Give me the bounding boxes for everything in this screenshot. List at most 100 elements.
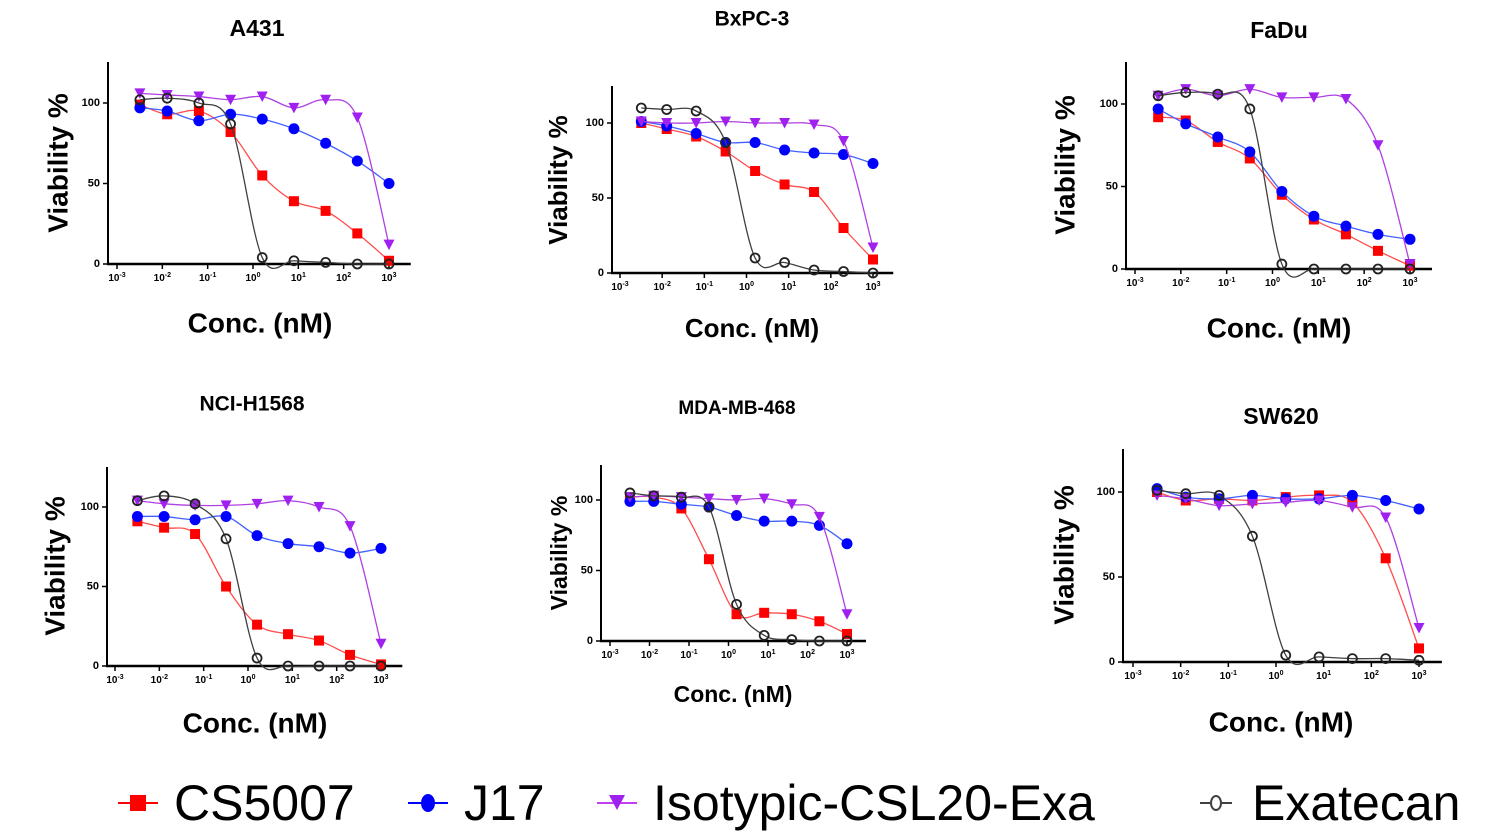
legend-item-isotypic: Isotypic-CSL20-Exa [597,768,1095,838]
y-tick-label: 50 [87,580,99,592]
data-point-cs5007 [376,659,386,670]
data-point-exatecan [161,92,173,104]
data-point-exatecan [731,598,742,610]
data-point-exatecan [690,105,702,117]
x-tick-label: 10-2 [1172,670,1189,682]
data-point-exatecan [1213,489,1225,501]
x-tick-label: 10-1 [696,281,713,293]
data-point-isotypic-csl20-exa [225,94,237,106]
data-point-cs5007 [786,609,797,620]
y-tick-label: 0 [1112,263,1118,275]
fit-curve-isotypic-csl20-exa [1157,494,1420,629]
data-point-exatecan [648,490,660,502]
x-tick-label: 101 [1316,670,1331,682]
legend-item-exatecan: Exatecan [1196,768,1460,838]
data-point-isotypic-csl20-exa [758,493,770,505]
x-tick-label: 10-2 [1172,277,1189,289]
data-point-j17 [1372,228,1384,240]
x-tick-label: 102 [1364,670,1379,682]
data-point-exatecan [779,257,790,268]
y-tick-label: 0 [93,660,99,672]
y-axis-label: Viability % [1049,95,1080,235]
x-tick-label: 103 [1411,670,1426,682]
data-point-cs5007 [221,581,232,592]
y-tick-label: 50 [581,564,593,576]
data-point-cs5007 [190,529,201,540]
data-point-cs5007 [731,609,742,620]
data-point-j17 [1180,118,1192,130]
y-tick-label: 0 [598,267,604,279]
x-axis-label: Conc. (nM) [674,681,793,707]
legend-label: Exatecan [1252,775,1461,831]
fit-curve-exatecan [629,492,848,642]
fit-curve-exatecan [1158,91,1410,278]
data-point-cs5007 [759,607,770,618]
x-tick-label: 103 [381,272,396,284]
data-point-j17 [220,511,232,523]
x-tick-label: 10-2 [653,281,670,293]
data-point-j17 [351,155,363,167]
data-point-cs5007 [838,223,849,233]
data-point-isotypic-csl20-exa [1213,500,1225,512]
data-point-exatecan [808,264,820,276]
x-tick-label: 103 [865,281,880,293]
data-point-cs5007 [283,629,294,640]
data-point-isotypic-csl20-exa [1346,502,1358,513]
data-point-exatecan [320,256,332,268]
data-point-isotypic-csl20-exa [1340,94,1352,105]
data-point-isotypic-csl20-exa [161,89,173,101]
data-point-j17 [808,147,820,159]
data-point-isotypic-csl20-exa [1246,498,1258,510]
data-point-exatecan [1346,653,1358,664]
data-point-exatecan [344,660,356,672]
data-point-isotypic-csl20-exa [256,91,268,103]
data-point-isotypic-csl20-exa [1380,512,1392,523]
data-point-cs5007 [352,228,363,239]
data-point-exatecan [251,652,263,664]
panel-title: FaDu [1250,17,1308,43]
data-point-cs5007 [384,255,394,266]
data-point-cs5007 [1153,112,1164,123]
data-point-exatecan [1152,90,1164,102]
data-point-exatecan [624,487,636,499]
data-point-isotypic-csl20-exa [251,498,263,510]
x-tick-label: 10-3 [106,674,123,686]
x-tick-label: 102 [800,649,815,661]
data-point-isotypic-csl20-exa [867,242,879,253]
fit-curve-cs5007 [1156,491,1420,649]
data-point-cs5007 [868,254,878,265]
x-tick-label: 10-1 [1218,277,1235,289]
data-point-cs5007 [1380,553,1391,564]
data-point-isotypic-csl20-exa [731,495,743,506]
data-point-cs5007 [750,166,761,176]
fit-curve-j17 [1157,108,1411,240]
x-tick-label: 10-3 [601,649,618,661]
data-point-cs5007 [159,522,170,533]
x-tick-label: 100 [1265,277,1280,289]
data-point-cs5007 [1372,245,1383,256]
x-tick-label: 10-3 [611,281,628,293]
x-tick-label: 100 [721,649,736,661]
data-point-isotypic-csl20-exa [779,118,791,129]
x-axis-label: Conc. (nM) [1209,706,1354,737]
data-point-isotypic-csl20-exa [344,521,356,532]
x-tick-label: 10-2 [154,272,171,284]
fit-curve-j17 [629,500,848,545]
y-tick-label: 0 [1109,656,1115,668]
data-point-exatecan [1180,488,1192,500]
x-tick-label: 100 [240,674,255,686]
x-tick-label: 100 [739,281,754,293]
fit-curve-cs5007 [137,520,382,666]
data-point-cs5007 [320,205,331,216]
data-point-exatecan [282,660,294,672]
y-axis-label: Viability % [543,115,573,245]
x-tick-label: 10-1 [199,272,216,284]
data-point-exatecan [225,118,236,130]
data-point-exatecan [351,258,363,270]
data-point-j17 [256,113,268,125]
data-point-exatecan [758,629,770,641]
data-point-cs5007 [703,554,714,565]
chart-panel-nci-h1568: NCI-H1568 0 50 100 10-3 10-2 10-1 100 101 102 103 C… [39,393,403,738]
data-point-exatecan [193,97,205,109]
data-point-exatecan [1380,653,1392,664]
